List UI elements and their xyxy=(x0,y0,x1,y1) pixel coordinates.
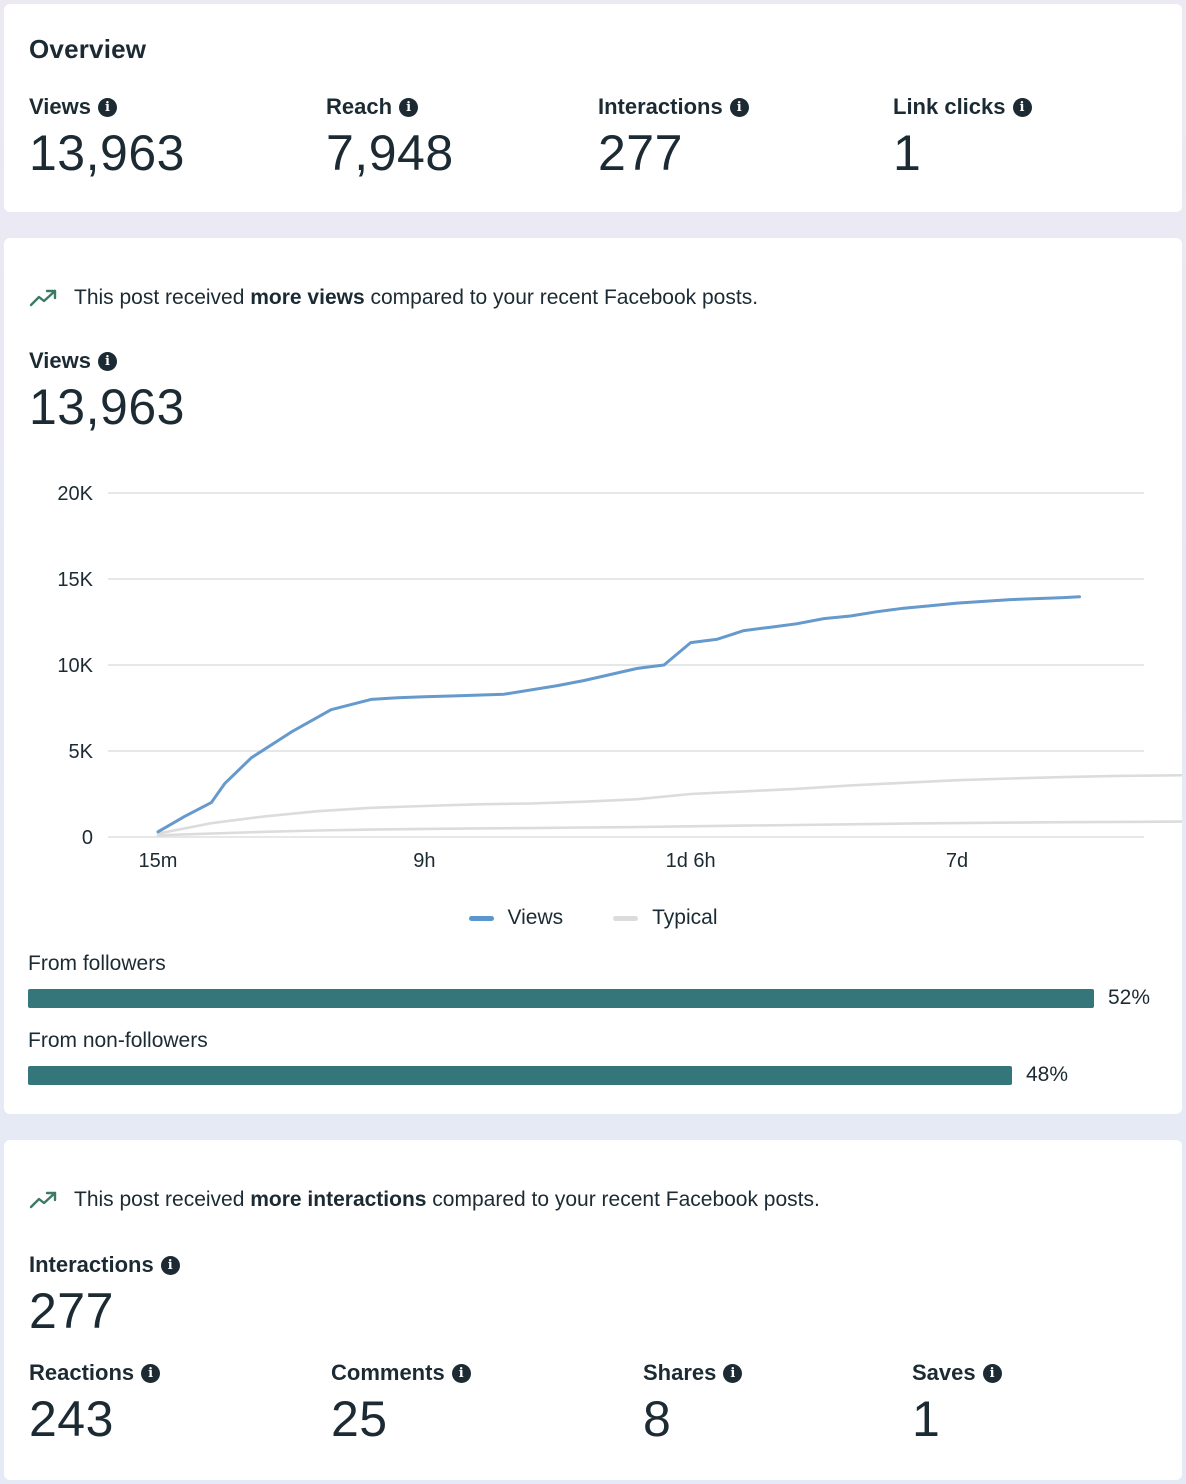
metric-link-clicks: Link clicks i 1 xyxy=(893,94,1032,181)
legend-item-typical[interactable]: Typical xyxy=(613,906,718,930)
overview-title: Overview xyxy=(29,34,147,64)
bar-percent: 48% xyxy=(1026,1063,1069,1086)
metric-label: Shares xyxy=(643,1360,717,1385)
y-tick-label: 20K xyxy=(57,483,93,505)
info-icon[interactable]: i xyxy=(97,351,117,371)
views-metric: Views i 13,963 xyxy=(29,348,185,435)
metric-views: Views i 13,963 xyxy=(29,94,185,181)
metric-value: 13,963 xyxy=(29,125,185,181)
info-icon[interactable]: i xyxy=(723,1363,743,1383)
interactions-card: This post received more interactions com… xyxy=(4,1140,1182,1480)
metric-label: Interactions xyxy=(29,1252,154,1277)
bar-label: From followers xyxy=(28,952,166,975)
x-tick-label: 7d xyxy=(946,850,968,872)
legend-swatch-typical xyxy=(613,915,639,921)
info-icon[interactable]: i xyxy=(97,97,117,117)
info-icon[interactable]: i xyxy=(399,97,419,117)
metric-saves: Saves i 1 xyxy=(912,1360,1002,1447)
info-icon[interactable]: i xyxy=(1012,97,1032,117)
metric-value: 1 xyxy=(912,1391,941,1447)
metric-label: Reach xyxy=(326,94,393,119)
followers-bar xyxy=(28,988,1094,1008)
y-tick-label: 10K xyxy=(57,655,93,677)
insight-text: This post received more interactions com… xyxy=(74,1188,820,1211)
trending-up-icon xyxy=(29,289,57,307)
views-card: This post received more views compared t… xyxy=(4,238,1182,1114)
series-line-typical-lower xyxy=(156,820,1182,837)
y-tick-label: 0 xyxy=(82,827,93,849)
metric-label: Interactions xyxy=(598,94,723,119)
info-icon[interactable]: i xyxy=(729,97,749,117)
y-tick-label: 5K xyxy=(69,741,94,763)
audience-followers: From followers 52% xyxy=(28,952,1168,1010)
metric-reactions: Reactions i 243 xyxy=(29,1360,161,1447)
interactions-insight: This post received more interactions com… xyxy=(29,1188,820,1212)
metric-label: Comments xyxy=(331,1360,445,1385)
x-tick-label: 9h xyxy=(413,850,435,872)
metric-label: Reactions xyxy=(29,1360,135,1385)
metric-value: 243 xyxy=(29,1391,114,1447)
non-followers-bar xyxy=(28,1065,1012,1085)
metric-label: Saves xyxy=(912,1360,976,1385)
metric-interactions: Interactions i 277 xyxy=(598,94,749,181)
metric-value: 13,963 xyxy=(29,379,185,435)
views-line-chart: 0 5K 10K 15K 20K 15m 9h 1d 6h 7d xyxy=(57,483,1182,872)
insight-text: This post received more views compared t… xyxy=(74,286,759,309)
metric-value: 1 xyxy=(893,125,922,181)
bar-label: From non-followers xyxy=(28,1029,208,1052)
views-insight: This post received more views compared t… xyxy=(29,286,758,310)
info-icon[interactable]: i xyxy=(982,1363,1002,1383)
metric-value: 277 xyxy=(29,1283,114,1339)
metric-value: 25 xyxy=(331,1391,388,1447)
metric-label: Link clicks xyxy=(893,94,1006,119)
metric-label: Views xyxy=(29,348,91,373)
metric-reach: Reach i 7,948 xyxy=(326,94,454,181)
metric-comments: Comments i 25 xyxy=(331,1360,471,1447)
overview-card: Overview Views i 13,963 Reach i 7,948 In… xyxy=(4,4,1182,212)
x-tick-label: 15m xyxy=(139,850,178,872)
info-icon[interactable]: i xyxy=(141,1363,161,1383)
metric-value: 8 xyxy=(643,1391,672,1447)
metric-value: 277 xyxy=(598,125,683,181)
trending-up-icon xyxy=(29,1191,57,1209)
interactions-metric: Interactions i 277 xyxy=(29,1252,180,1339)
info-icon[interactable]: i xyxy=(451,1363,471,1383)
bar-percent: 52% xyxy=(1108,986,1151,1009)
series-line-typical xyxy=(156,773,1182,835)
info-icon[interactable]: i xyxy=(160,1255,180,1275)
legend-label: Typical xyxy=(652,906,718,929)
legend-label: Views xyxy=(507,906,564,929)
legend-swatch-views xyxy=(468,915,494,921)
legend-item-views[interactable]: Views xyxy=(468,906,564,930)
chart-legend: Views Typical xyxy=(4,906,1182,930)
metric-label: Views xyxy=(29,94,91,119)
x-tick-label: 1d 6h xyxy=(666,850,716,872)
y-tick-label: 15K xyxy=(57,569,93,591)
metric-value: 7,948 xyxy=(326,125,454,181)
series-line-views xyxy=(156,595,1081,834)
metric-shares: Shares i 8 xyxy=(643,1360,743,1447)
audience-non-followers: From non-followers 48% xyxy=(28,1029,1168,1087)
